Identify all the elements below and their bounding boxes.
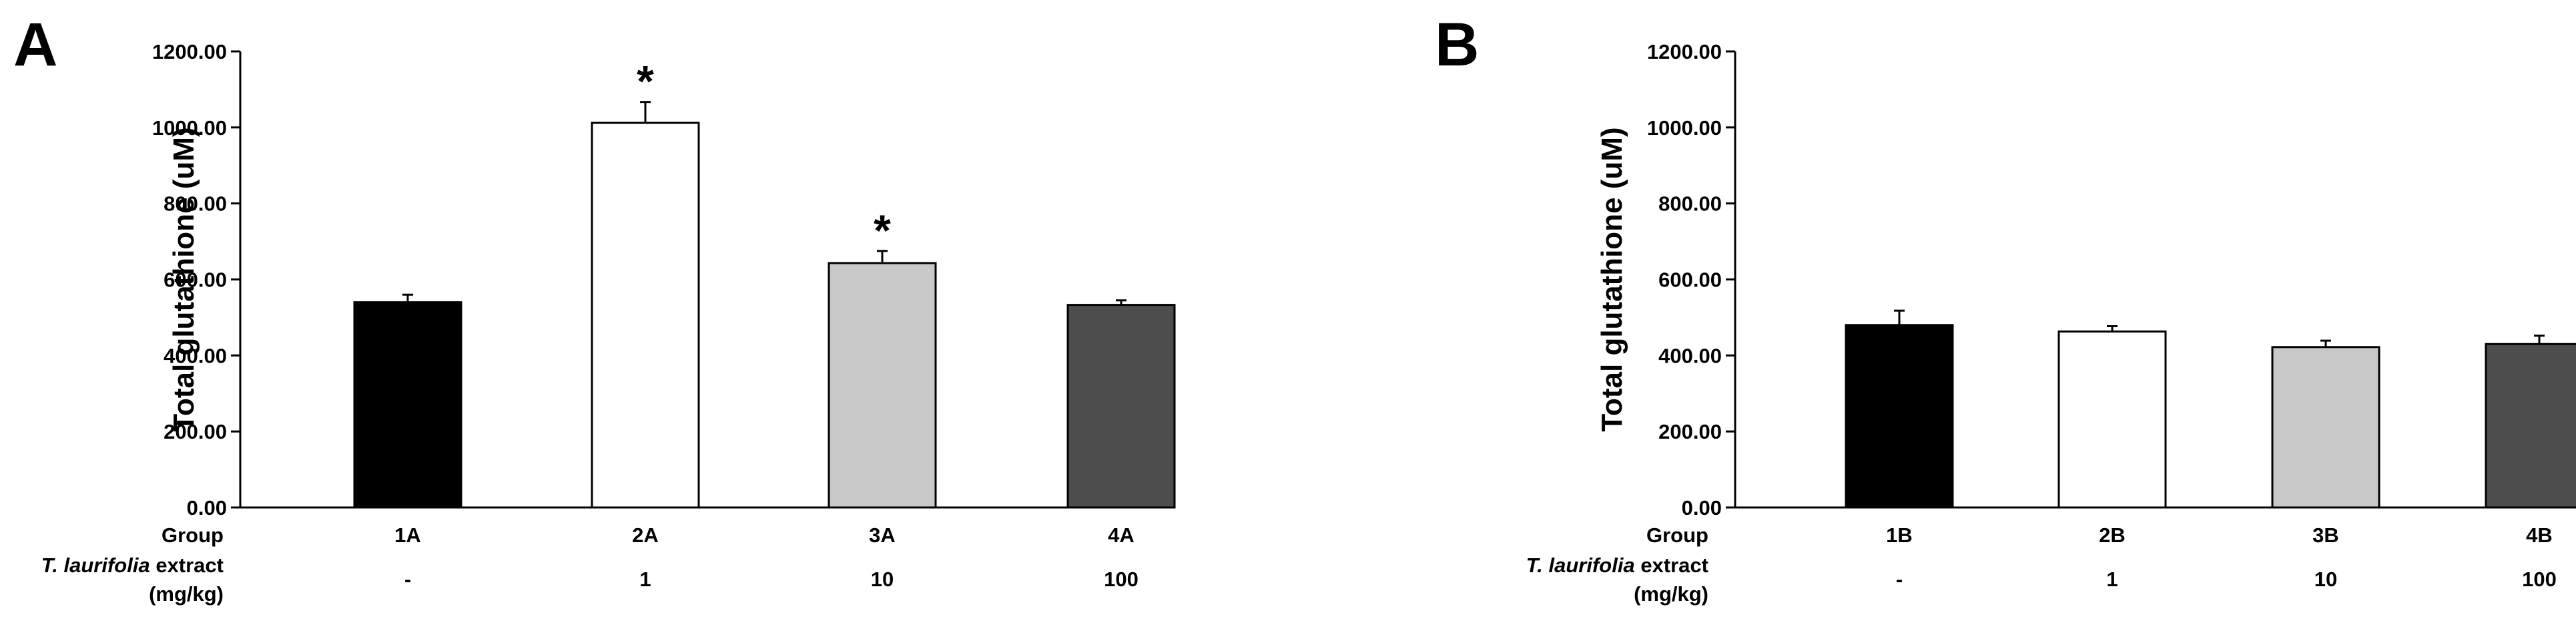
- significance-marker: *: [874, 206, 891, 255]
- row-label-extract-species: T. laurifolia: [1526, 554, 1635, 577]
- row-label-extract-word: extract: [1635, 554, 1708, 577]
- y-tick-label: 1000.00: [152, 116, 227, 140]
- row-label-unit: (mg/kg): [1634, 582, 1708, 606]
- dose-label: -: [1896, 568, 1903, 591]
- bar-4a: [1066, 304, 1176, 509]
- dose-label: 100: [1104, 568, 1139, 591]
- category-label: 1A: [394, 523, 421, 547]
- category-label: 2A: [632, 523, 659, 547]
- row-label-unit: (mg/kg): [149, 582, 224, 606]
- bar-2a: [591, 122, 700, 509]
- category-label: 4B: [2526, 523, 2553, 547]
- category-label: 3B: [2312, 523, 2339, 547]
- dose-label: -: [404, 568, 411, 591]
- y-tick-label: 0.00: [1682, 496, 1722, 519]
- row-label-extract: T. laurifolia extract: [1526, 554, 1708, 577]
- y-tick-label: 200.00: [164, 420, 227, 443]
- y-tick-label: 1200.00: [152, 40, 227, 63]
- row-label-group: Group: [162, 523, 224, 547]
- bar-3a: [828, 262, 937, 509]
- y-tick-label: 400.00: [164, 344, 227, 367]
- chart-panel-a: A Total glutathione (uM) 0.00 200.00 400.00 6…: [13, 11, 1176, 606]
- dose-label: 1: [2106, 568, 2118, 591]
- y-tick-label: 0.00: [187, 496, 227, 519]
- category-label: 3A: [869, 523, 896, 547]
- bar-4b: [2485, 343, 2576, 509]
- dose-label: 1: [639, 568, 651, 591]
- y-tick-label: 600.00: [164, 268, 227, 292]
- bar-2b: [2057, 330, 2167, 509]
- significance-marker: *: [637, 57, 654, 106]
- y-axis-title: Total glutathione (uM): [1596, 127, 1628, 431]
- y-tick-label: 800.00: [164, 192, 227, 216]
- y-tick-label: 600.00: [1658, 268, 1722, 292]
- dose-label: 10: [871, 568, 894, 591]
- dose-label: 10: [2314, 568, 2337, 591]
- panel-letter: B: [1435, 11, 1479, 79]
- y-tick-label: 1000.00: [1647, 116, 1722, 140]
- category-label: 1B: [1886, 523, 1913, 547]
- bar-1b: [1845, 324, 1954, 509]
- dose-label: 100: [2522, 568, 2557, 591]
- panel-letter: A: [13, 11, 57, 79]
- y-tick-label: 200.00: [1658, 420, 1722, 443]
- bar-1a: [353, 301, 462, 509]
- y-tick-label: 800.00: [1658, 192, 1722, 216]
- row-label-group: Group: [1646, 523, 1708, 547]
- category-label: 4A: [1108, 523, 1135, 547]
- y-axis-title: Total glutathione (uM): [168, 127, 200, 431]
- row-label-extract: T. laurifolia extract: [41, 554, 224, 577]
- row-label-extract-species: T. laurifolia: [41, 554, 150, 577]
- row-label-extract-word: extract: [150, 554, 224, 577]
- bar-3b: [2271, 346, 2380, 509]
- y-tick-label: 1200.00: [1647, 40, 1722, 63]
- y-tick-label: 400.00: [1658, 344, 1722, 367]
- chart-panel-b: B Total glutathione (uM) 0.00 200.00 400.00 6…: [1435, 11, 2576, 606]
- category-label: 2B: [2099, 523, 2126, 547]
